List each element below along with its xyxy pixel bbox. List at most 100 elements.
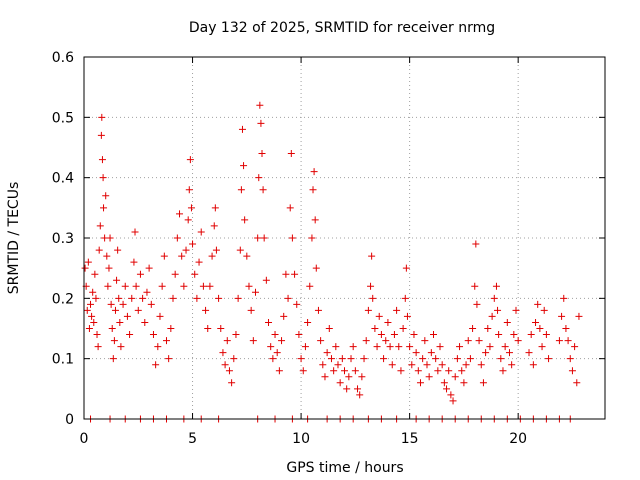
data-point <box>343 385 351 393</box>
data-point <box>380 355 388 363</box>
data-point <box>527 331 535 339</box>
data-point <box>456 343 464 351</box>
data-point <box>258 150 266 158</box>
data-point <box>134 306 142 314</box>
data-point <box>304 318 312 326</box>
data-point <box>369 294 377 302</box>
data-point <box>269 355 277 363</box>
data-point <box>472 240 480 248</box>
data-point <box>92 294 100 302</box>
data-point <box>241 216 249 224</box>
data-point <box>197 228 205 236</box>
data-point <box>494 306 502 314</box>
data-point <box>113 276 121 284</box>
data-point <box>267 343 275 351</box>
data-point <box>534 300 542 308</box>
x-tick-label: 0 <box>80 431 89 447</box>
data-point <box>445 367 453 375</box>
data-point <box>156 312 164 320</box>
data-point <box>414 367 422 375</box>
data-point <box>256 101 264 109</box>
data-point <box>495 331 503 339</box>
data-point <box>255 174 263 182</box>
data-point <box>158 282 166 290</box>
data-point <box>232 331 240 339</box>
data-point <box>447 391 455 399</box>
data-point <box>115 294 123 302</box>
data-point <box>234 294 242 302</box>
data-point <box>257 119 265 127</box>
data-point <box>83 306 91 314</box>
data-point <box>240 162 248 170</box>
data-point <box>131 228 139 236</box>
data-point <box>152 361 160 369</box>
data-point <box>299 367 307 375</box>
data-point <box>460 379 468 387</box>
data-point <box>403 312 411 320</box>
data-point <box>412 349 420 357</box>
data-point <box>237 186 245 194</box>
data-point <box>297 355 305 363</box>
data-point <box>212 246 220 254</box>
data-point <box>432 355 440 363</box>
data-point <box>308 234 316 242</box>
data-point <box>286 204 294 212</box>
data-point <box>178 252 186 260</box>
y-tick-label: 0.5 <box>52 110 74 126</box>
y-axis-label: SRMTID / TECUs <box>6 182 22 295</box>
data-point <box>525 349 533 357</box>
data-point <box>105 264 113 272</box>
data-point <box>295 331 303 339</box>
data-point <box>362 337 370 345</box>
x-axis-label: GPS time / hours <box>286 460 403 476</box>
data-point <box>386 343 394 351</box>
data-point <box>149 331 157 339</box>
data-point <box>458 367 466 375</box>
y-tick-label: 0 <box>65 412 74 428</box>
data-point <box>436 343 444 351</box>
data-point <box>438 361 446 369</box>
data-point <box>354 385 362 393</box>
data-point <box>529 361 537 369</box>
data-point <box>288 234 296 242</box>
data-point <box>562 325 570 332</box>
data-point <box>367 282 375 290</box>
data-point <box>259 186 267 194</box>
data-point <box>564 337 572 345</box>
data-point <box>536 325 544 332</box>
data-point <box>397 367 405 375</box>
data-point <box>84 258 92 266</box>
data-point <box>371 325 379 332</box>
data-point <box>573 379 581 387</box>
data-point <box>95 246 103 254</box>
data-point <box>245 282 253 290</box>
data-point <box>189 240 197 248</box>
data-point <box>443 385 451 393</box>
data-point <box>195 258 203 266</box>
data-point <box>384 318 392 326</box>
data-point <box>492 282 500 290</box>
data-point <box>119 300 127 308</box>
data-point <box>382 337 390 345</box>
data-points <box>81 101 583 423</box>
data-point <box>238 125 246 133</box>
data-point <box>373 343 381 351</box>
data-point <box>469 325 477 332</box>
data-point <box>280 312 288 320</box>
data-point <box>575 312 583 320</box>
data-point <box>538 343 546 351</box>
data-point <box>560 294 568 302</box>
data-point <box>390 331 398 339</box>
data-point <box>116 318 124 326</box>
data-point <box>104 282 112 290</box>
data-point <box>399 325 407 332</box>
data-point <box>282 270 290 278</box>
data-point <box>143 288 151 296</box>
data-point <box>126 331 134 339</box>
data-point <box>430 331 438 339</box>
data-point <box>349 343 357 351</box>
data-point <box>345 373 353 381</box>
data-point <box>93 331 101 339</box>
data-point <box>210 222 218 230</box>
